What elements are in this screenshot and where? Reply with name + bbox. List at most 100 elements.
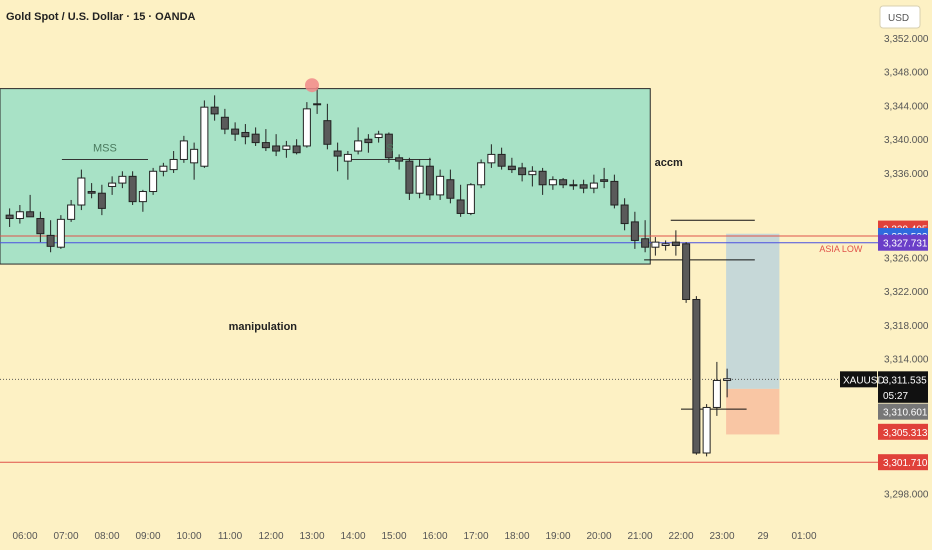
candle[interactable]	[241, 124, 250, 145]
candle[interactable]	[87, 183, 96, 199]
candle[interactable]	[600, 167, 609, 189]
swing-high-marker[interactable]	[305, 78, 319, 93]
x-tick-label: 22:00	[668, 531, 693, 542]
candle[interactable]	[559, 178, 568, 189]
candle[interactable]	[528, 166, 537, 187]
candle[interactable]	[507, 157, 516, 173]
price-tag[interactable]: 3,301.710	[878, 454, 928, 471]
candle[interactable]	[313, 86, 322, 114]
candle[interactable]	[620, 198, 629, 231]
candle[interactable]	[446, 169, 455, 204]
candle[interactable]	[497, 147, 506, 170]
candle[interactable]	[77, 169, 86, 211]
candle[interactable]	[569, 179, 578, 190]
candle[interactable]	[364, 134, 373, 153]
price-tag-bg	[878, 371, 928, 388]
candle[interactable]	[548, 176, 557, 190]
candle[interactable]	[425, 157, 434, 200]
candle[interactable]	[456, 184, 465, 217]
candle[interactable]	[36, 211, 45, 243]
candle[interactable]	[149, 167, 158, 195]
candle[interactable]	[692, 296, 701, 455]
candle[interactable]	[630, 211, 639, 249]
candle[interactable]	[210, 95, 219, 121]
candle[interactable]	[374, 130, 383, 143]
candle-body	[128, 175, 137, 203]
candle[interactable]	[220, 108, 229, 135]
candle[interactable]	[251, 127, 260, 146]
candle[interactable]	[169, 151, 178, 173]
candle[interactable]	[538, 167, 547, 195]
price-tag[interactable]: 3,305.313	[878, 423, 928, 440]
candle[interactable]	[589, 174, 598, 194]
candle[interactable]	[610, 174, 619, 209]
candle[interactable]	[343, 151, 352, 180]
candle[interactable]	[5, 208, 14, 227]
candle[interactable]	[712, 361, 721, 416]
candle[interactable]	[138, 189, 147, 212]
candle[interactable]	[282, 140, 291, 158]
candle-body	[364, 138, 373, 144]
x-tick-label: 06:00	[12, 531, 37, 542]
candle[interactable]	[231, 122, 240, 141]
symbol-tag[interactable]: XAUUSD	[840, 371, 885, 388]
candle[interactable]	[579, 179, 588, 194]
candle[interactable]	[436, 169, 445, 200]
candle[interactable]	[56, 215, 65, 249]
candle[interactable]	[333, 142, 342, 172]
price-tag[interactable]: 3,311.535	[878, 371, 928, 388]
candle[interactable]	[261, 129, 270, 152]
candle[interactable]	[190, 142, 199, 180]
x-tick-label: 18:00	[504, 531, 529, 542]
candle[interactable]	[128, 171, 137, 206]
candle[interactable]	[487, 144, 496, 168]
candle[interactable]	[292, 139, 301, 155]
candle-body	[630, 221, 639, 241]
candle[interactable]	[302, 102, 311, 148]
candle[interactable]	[46, 220, 55, 253]
candle[interactable]	[200, 100, 209, 168]
candle[interactable]	[179, 135, 188, 163]
candle[interactable]	[323, 103, 332, 150]
candle[interactable]	[15, 205, 24, 224]
candle[interactable]	[651, 237, 660, 256]
price-tag-label: 3,327.731	[883, 239, 928, 250]
candle[interactable]	[466, 183, 475, 216]
stop-zone[interactable]	[726, 388, 780, 435]
candle[interactable]	[723, 368, 732, 398]
candle[interactable]	[67, 199, 76, 222]
candle[interactable]	[671, 230, 680, 256]
candle[interactable]	[384, 132, 393, 163]
price-tag[interactable]: 3,327.731	[878, 234, 928, 251]
candle[interactable]	[415, 159, 424, 199]
candle[interactable]	[702, 404, 711, 457]
candle[interactable]	[159, 162, 168, 177]
annotation-text: manipulation	[229, 321, 298, 333]
candle[interactable]	[477, 159, 486, 189]
y-tick-label: 3,336.000	[884, 169, 929, 180]
candle[interactable]	[661, 240, 670, 251]
candle[interactable]	[641, 220, 650, 253]
candle[interactable]	[354, 127, 363, 155]
candle-body	[569, 184, 578, 187]
candle-body	[97, 192, 106, 209]
candle[interactable]	[405, 157, 414, 200]
candle[interactable]	[118, 171, 127, 189]
price-tag-label: 05:27	[883, 391, 908, 402]
candle[interactable]	[97, 184, 106, 216]
candle-body	[477, 162, 486, 186]
candle[interactable]	[26, 194, 35, 218]
price-tag[interactable]: 05:27	[878, 386, 928, 403]
price-tag[interactable]: 3,310.601	[878, 403, 928, 420]
candle-body	[589, 182, 598, 189]
candle[interactable]	[272, 134, 281, 157]
currency-button[interactable]: USD	[879, 5, 921, 29]
candle[interactable]	[395, 154, 404, 170]
target-zone[interactable]	[726, 233, 780, 389]
candle[interactable]	[108, 176, 117, 195]
candle[interactable]	[518, 162, 527, 182]
candle-body	[190, 148, 199, 164]
candle[interactable]	[682, 242, 691, 303]
